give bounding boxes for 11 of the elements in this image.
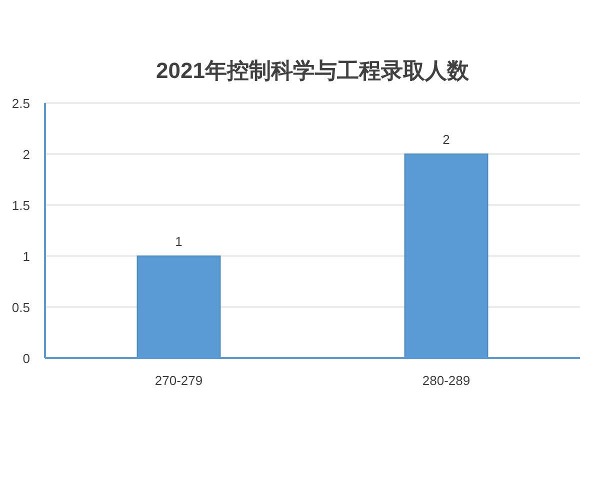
x-tick-label: 270-279 bbox=[154, 373, 203, 388]
y-tick-label: 2.5 bbox=[12, 96, 30, 111]
y-tick-label: 1 bbox=[22, 249, 30, 264]
y-tick-label: 2 bbox=[22, 147, 30, 162]
y-tick-label: 0.5 bbox=[12, 300, 30, 315]
chart-title: 2021年控制科学与工程录取人数 bbox=[156, 58, 470, 83]
y-tick-label: 0 bbox=[22, 351, 30, 366]
data-label: 1 bbox=[175, 234, 182, 249]
x-tick-label: 280-289 bbox=[422, 373, 470, 388]
data-label: 2 bbox=[442, 132, 450, 147]
y-tick-label: 1.5 bbox=[12, 198, 30, 213]
